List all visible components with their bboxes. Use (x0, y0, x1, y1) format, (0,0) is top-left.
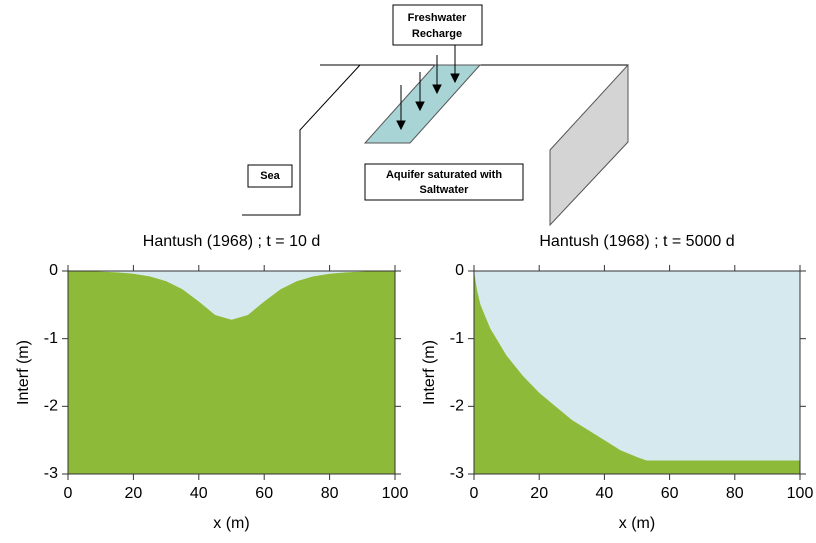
x-tick-label: 40 (190, 485, 208, 502)
x-axis-label: x (m) (213, 515, 249, 532)
y-tick-label: -1 (450, 330, 464, 347)
y-tick-label: -2 (450, 398, 464, 415)
y-axis-label: Interf (m) (421, 340, 438, 405)
x-tick-label: 80 (321, 485, 339, 502)
y-tick-label: -1 (44, 330, 58, 347)
sea-box (247, 164, 293, 188)
y-axis-label: Interf (m) (15, 340, 32, 405)
recharge-box (392, 4, 483, 46)
aquifer-face (549, 63, 629, 227)
x-tick-label: 80 (726, 485, 744, 502)
aquifer-box (364, 163, 524, 201)
aquifer-label: Aquifer saturated with (386, 169, 502, 181)
chart-title: Hantush (1968) ; t = 5000 d (539, 233, 734, 250)
fresh-area (474, 271, 800, 461)
recharge-label: Freshwater (408, 12, 467, 24)
diagram (242, 4, 629, 227)
x-tick-label: 100 (787, 485, 814, 502)
y-tick-label: 0 (455, 262, 464, 279)
aquifer-label: Saltwater (420, 184, 470, 196)
plot-frame (67, 270, 396, 475)
fresh-area (68, 271, 395, 320)
x-tick-label: 100 (382, 485, 409, 502)
x-tick-label: 20 (125, 485, 143, 502)
x-tick-label: 20 (530, 485, 548, 502)
plot-frame (473, 270, 801, 475)
salt-area (474, 271, 800, 474)
x-axis-label: x (m) (619, 515, 655, 532)
salt-area (68, 271, 395, 474)
y-tick-label: -2 (44, 398, 58, 415)
sea-label: Sea (260, 170, 280, 182)
chart-title: Hantush (1968) ; t = 10 d (143, 233, 320, 250)
y-tick-label: -3 (44, 465, 58, 482)
y-tick-label: 0 (49, 262, 58, 279)
outline (242, 64, 361, 216)
recharge-label: Recharge (412, 28, 462, 40)
x-tick-label: 40 (596, 485, 614, 502)
y-tick-label: -3 (450, 465, 464, 482)
x-tick-label: 60 (255, 485, 273, 502)
x-tick-label: 60 (661, 485, 679, 502)
arrows (396, 45, 460, 131)
x-tick-label: 0 (64, 485, 73, 502)
x-tick-label: 0 (470, 485, 479, 502)
